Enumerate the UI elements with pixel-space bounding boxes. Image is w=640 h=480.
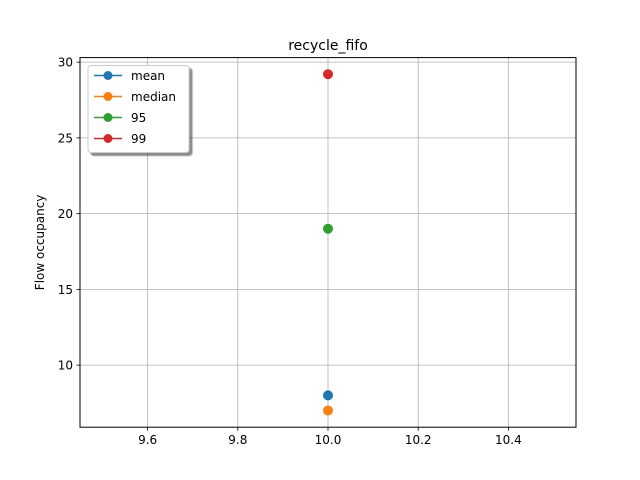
legend-label: mean <box>131 69 165 83</box>
y-tick-label: 25 <box>58 131 73 145</box>
y-tick-label: 10 <box>58 359 73 373</box>
x-axis-ticks: 9.6 9.8 10.0 10.2 10.4 <box>138 427 522 447</box>
legend: mean median 95 99 <box>87 65 190 153</box>
x-tick-label: 9.6 <box>138 433 157 447</box>
legend-marker <box>103 134 113 143</box>
x-tick-label: 10.0 <box>315 433 342 447</box>
series-95 <box>323 223 333 234</box>
y-tick-label: 20 <box>58 207 73 221</box>
series-median <box>323 405 333 416</box>
legend-label: 99 <box>131 132 146 146</box>
legend-label: 95 <box>131 111 146 125</box>
x-tick-label: 10.2 <box>405 433 432 447</box>
y-tick-label: 30 <box>58 56 73 70</box>
y-axis-ticks: 10 15 20 25 30 <box>58 56 80 373</box>
data-point <box>323 69 333 80</box>
legend-entry: 95 <box>94 111 146 125</box>
y-tick-label: 15 <box>58 283 73 297</box>
legend-entry: mean <box>94 69 165 83</box>
series-mean <box>323 390 333 401</box>
chart-title: recycle_fifo <box>288 38 368 54</box>
legend-label: median <box>131 90 176 104</box>
x-tick-label: 10.4 <box>495 433 522 447</box>
data-point <box>323 405 333 416</box>
plot-frame <box>79 57 577 428</box>
legend-entry: 99 <box>94 132 146 146</box>
legend-entry: median <box>94 90 176 104</box>
y-axis-label: Flow occupancy <box>33 195 47 291</box>
x-tick-label: 9.8 <box>228 433 247 447</box>
data-point <box>323 390 333 401</box>
data-point <box>323 223 333 234</box>
legend-marker <box>103 113 113 122</box>
legend-box <box>87 65 190 153</box>
series-layer <box>323 69 333 416</box>
legend-marker <box>103 92 113 101</box>
legend-marker <box>103 71 113 80</box>
series-99 <box>323 69 333 80</box>
